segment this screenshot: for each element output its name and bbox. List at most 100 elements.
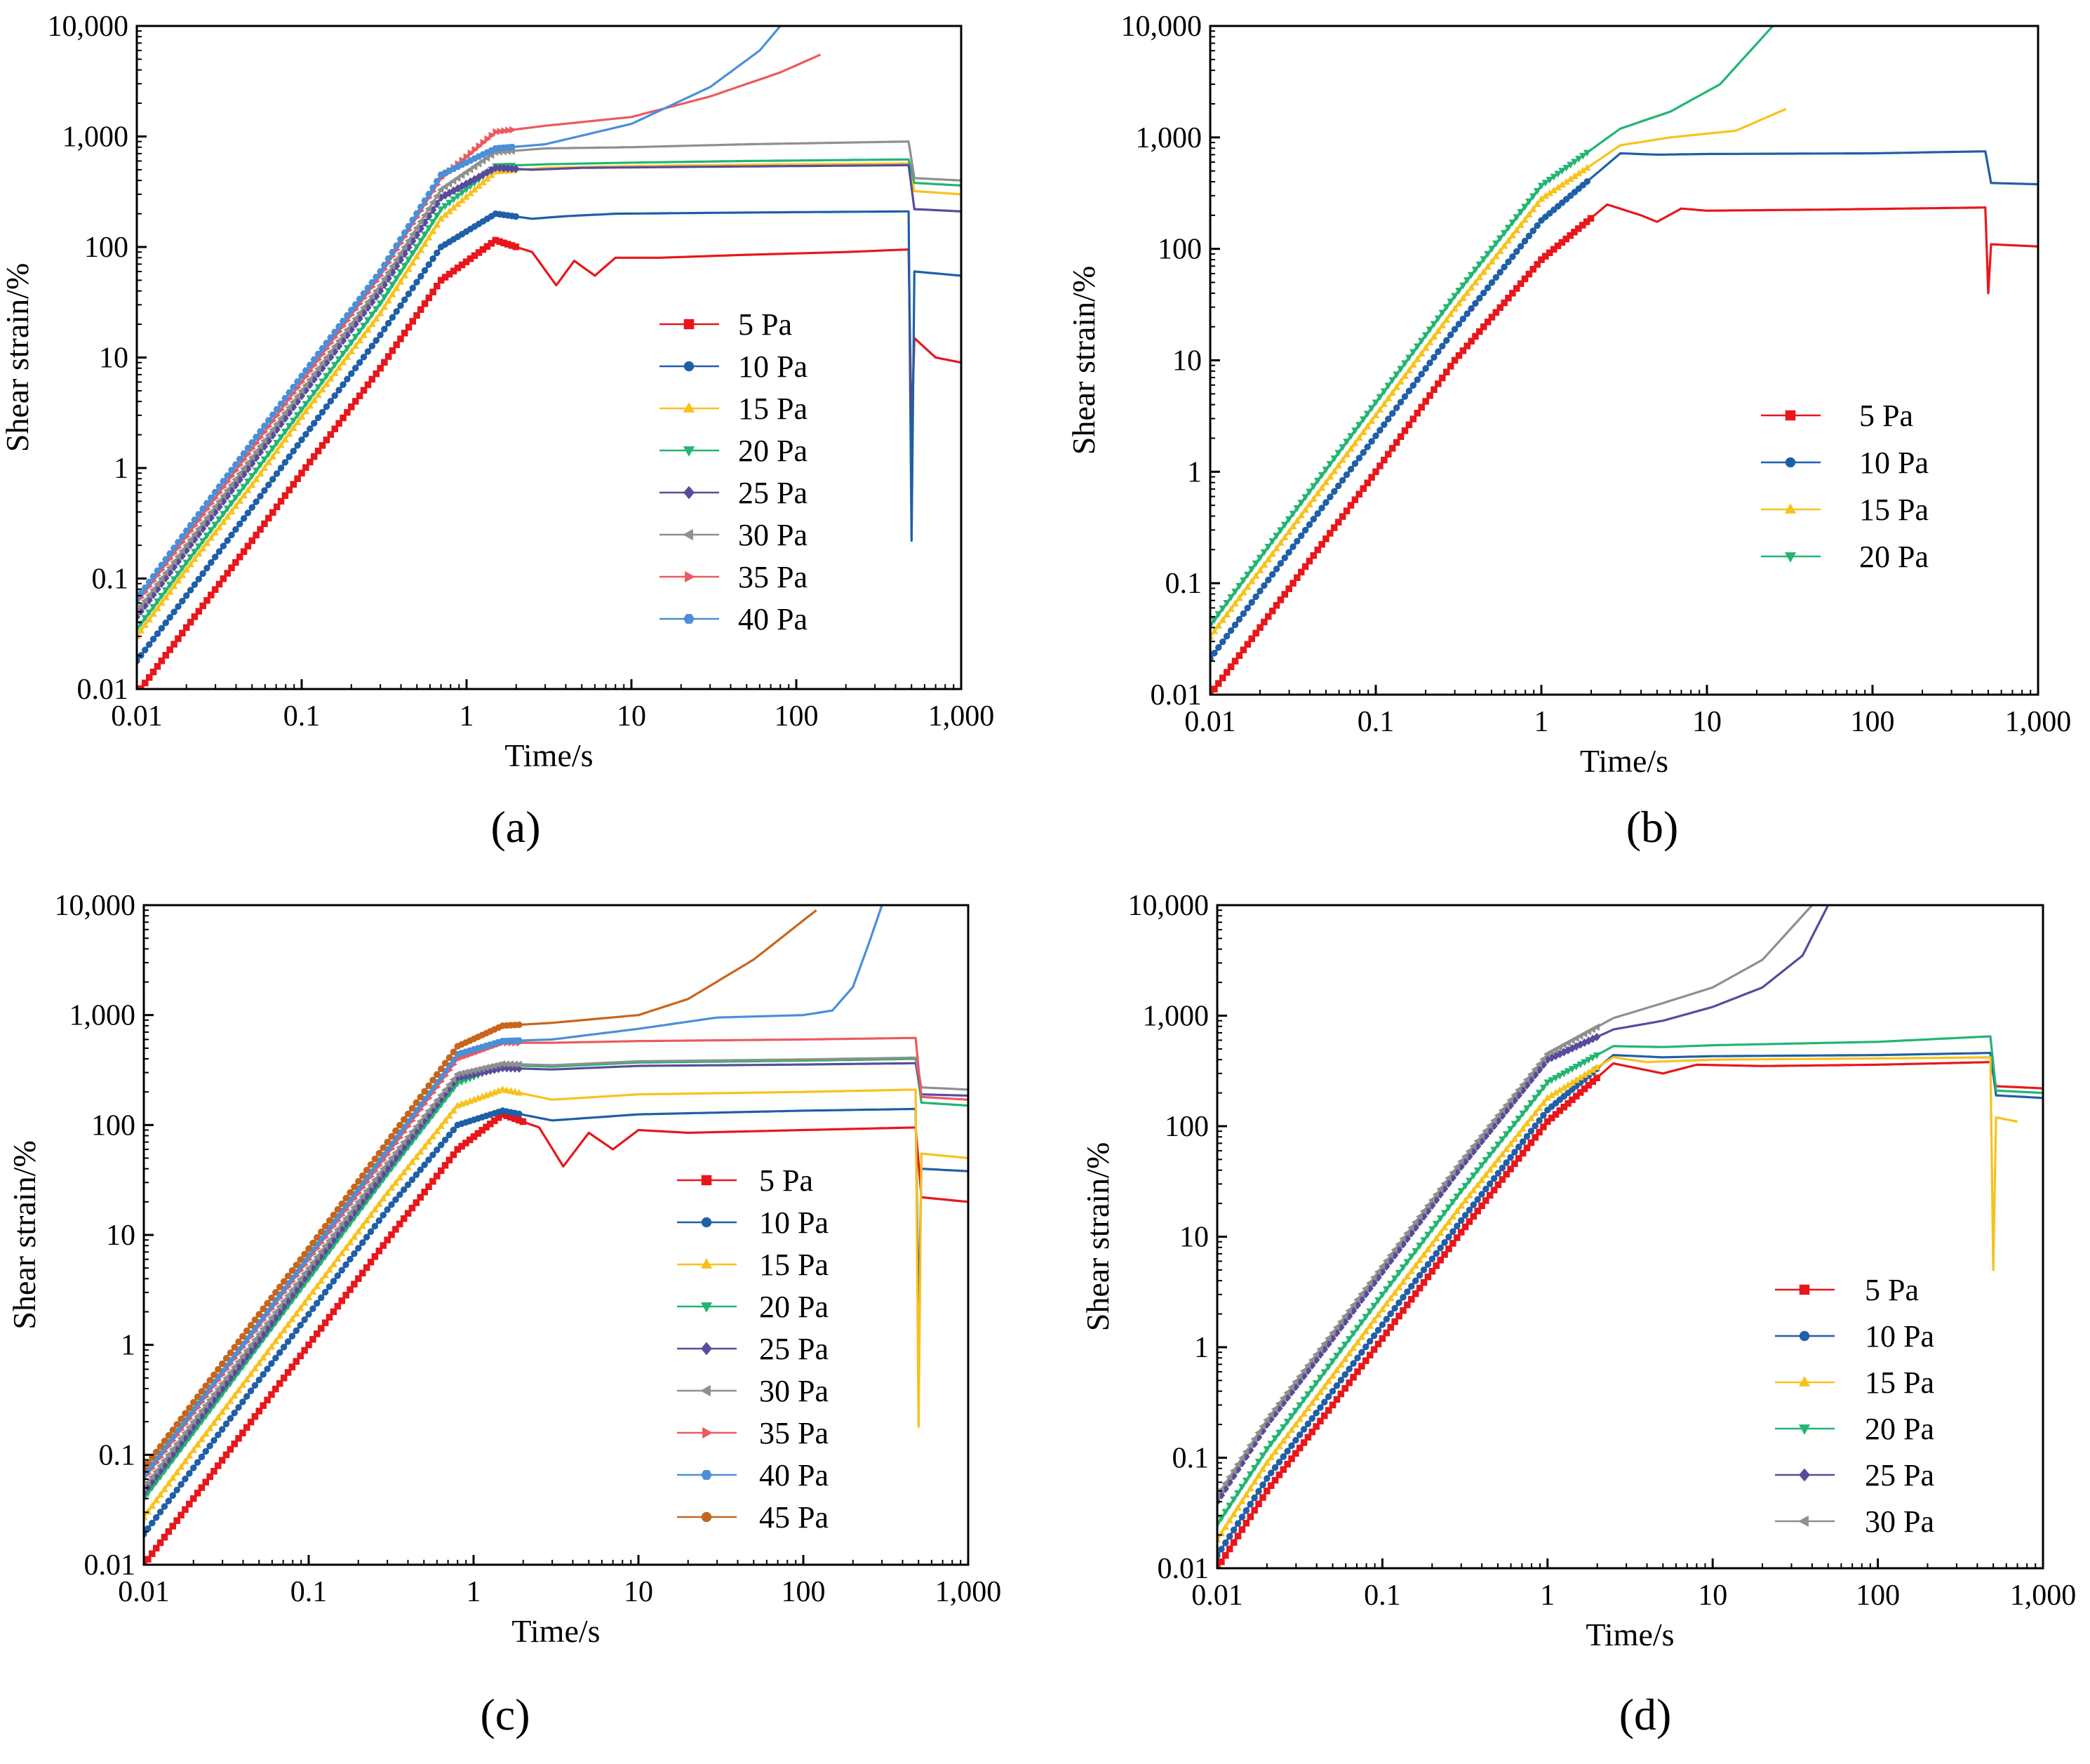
data-point	[1475, 261, 1484, 269]
data-point	[1296, 1444, 1304, 1452]
data-point	[1502, 1145, 1510, 1152]
data-point	[376, 268, 384, 275]
data-point	[306, 361, 314, 368]
data-point	[1583, 149, 1591, 157]
data-point	[310, 453, 318, 460]
data-point	[247, 1387, 255, 1395]
data-point	[1407, 1267, 1416, 1274]
data-point	[493, 128, 500, 136]
data-point	[1280, 533, 1289, 540]
data-point	[1271, 1435, 1279, 1443]
data-point	[367, 1161, 375, 1168]
data-point	[223, 512, 232, 520]
data-point	[1259, 1452, 1267, 1459]
data-point	[441, 1060, 449, 1067]
data-point	[251, 1382, 259, 1389]
data-point	[1374, 1311, 1382, 1318]
data-point	[1484, 284, 1492, 291]
data-point	[1584, 1057, 1593, 1064]
data-point	[230, 1391, 239, 1399]
data-point	[1246, 1484, 1254, 1492]
data-point	[182, 559, 191, 567]
data-point	[1231, 621, 1239, 629]
data-point	[1438, 309, 1447, 317]
data-point	[239, 1332, 246, 1340]
data-point	[199, 505, 207, 512]
data-point	[185, 1451, 194, 1459]
data-point	[1362, 1327, 1370, 1335]
data-point	[404, 1110, 412, 1118]
data-point	[191, 613, 199, 620]
data-point	[293, 392, 300, 401]
data-point	[256, 428, 264, 435]
data-point	[289, 398, 297, 406]
data-point	[1482, 1185, 1489, 1193]
data-point	[145, 591, 152, 599]
data-point	[1569, 1096, 1576, 1104]
data-point	[396, 236, 405, 243]
data-point	[1449, 1198, 1457, 1206]
data-point	[347, 320, 354, 328]
data-point	[323, 340, 330, 347]
data-point	[240, 450, 248, 457]
data-point	[383, 1189, 391, 1196]
data-point	[446, 1111, 453, 1119]
data-point	[432, 1096, 440, 1104]
data-point	[516, 1021, 523, 1029]
data-point	[330, 328, 339, 335]
data-point	[218, 1408, 227, 1415]
data-point	[340, 414, 347, 422]
data-point	[1300, 1410, 1308, 1417]
data-point	[1226, 1545, 1233, 1553]
data-point	[293, 1358, 300, 1365]
data-point	[1313, 489, 1322, 497]
data-point	[389, 290, 396, 298]
data-point	[199, 544, 207, 552]
data-point	[1469, 1186, 1478, 1194]
data-point	[260, 436, 267, 445]
data-point	[1448, 1168, 1456, 1177]
x-tick-label: 10	[624, 1576, 653, 1608]
data-point	[256, 442, 263, 450]
data-point	[1510, 1135, 1519, 1142]
data-point	[166, 646, 173, 653]
data-point	[1235, 615, 1243, 623]
data-point	[273, 470, 281, 477]
data-point	[404, 1181, 412, 1189]
data-point	[285, 403, 293, 411]
data-point	[1445, 1245, 1452, 1252]
data-point	[284, 1369, 292, 1376]
data-point	[1304, 1361, 1311, 1370]
data-point	[154, 598, 161, 606]
data-point	[1252, 593, 1259, 601]
data-point	[1372, 432, 1379, 439]
data-point	[405, 256, 413, 264]
data-point	[206, 508, 214, 516]
data-point	[277, 400, 285, 407]
data-point	[170, 576, 178, 584]
data-point	[1347, 433, 1355, 441]
legend-entry-8: 40 Pa	[659, 602, 808, 636]
data-point	[1309, 495, 1318, 502]
data-point	[239, 465, 247, 472]
legend-entry-2: 10 Pa	[659, 349, 808, 384]
data-point	[1468, 338, 1475, 345]
data-point	[1273, 533, 1280, 540]
data-point	[1457, 1217, 1465, 1224]
data-point	[210, 1467, 217, 1475]
data-point	[372, 306, 380, 313]
data-point	[327, 334, 335, 341]
data-point	[292, 1281, 300, 1289]
data-point	[1568, 1066, 1576, 1073]
data-point	[1251, 1494, 1258, 1502]
data-point	[189, 1464, 197, 1471]
data-point	[207, 494, 215, 501]
data-point	[321, 1242, 328, 1250]
data-point	[1529, 193, 1537, 201]
data-point	[1535, 1060, 1542, 1069]
data-point	[1234, 1490, 1242, 1497]
data-point	[1387, 1323, 1394, 1331]
data-point	[293, 378, 302, 385]
data-point	[1463, 310, 1471, 317]
data-point	[319, 408, 326, 416]
